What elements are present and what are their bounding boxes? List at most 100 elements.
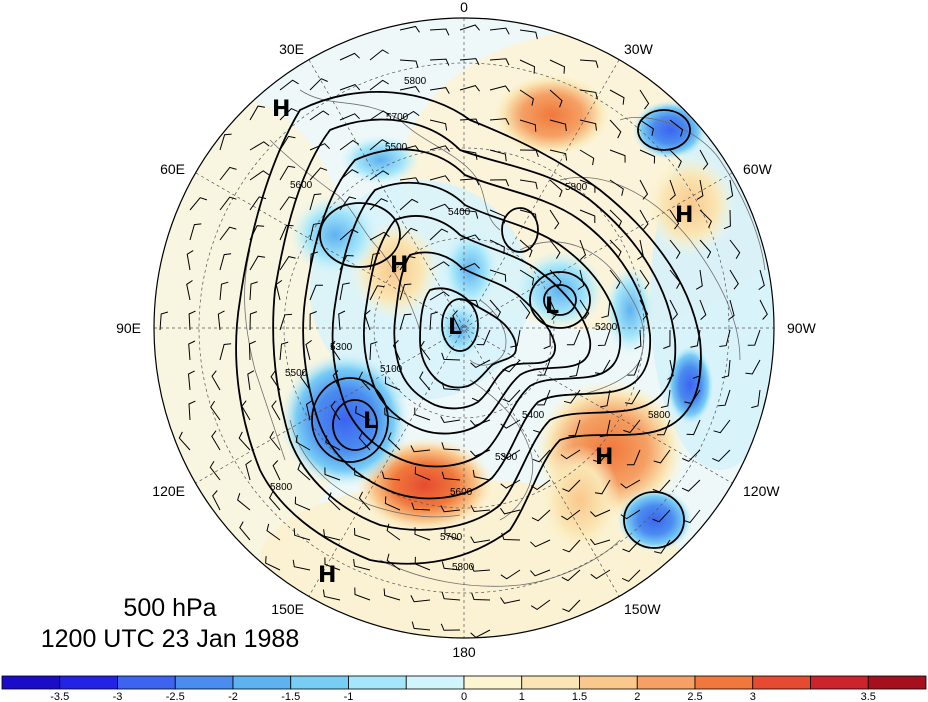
wind-barb xyxy=(178,431,191,451)
wind-barb xyxy=(530,569,551,577)
wind-barb xyxy=(369,198,388,211)
colorbar-box xyxy=(463,675,523,690)
wind-barb xyxy=(309,110,330,121)
wind-barb xyxy=(590,569,611,580)
wind-barb xyxy=(279,341,289,361)
wind-barb xyxy=(624,389,641,405)
wind-barb xyxy=(429,228,449,241)
wind-barb xyxy=(489,85,511,92)
wind-barb xyxy=(279,108,298,121)
wind-barb xyxy=(272,460,281,481)
contour-label-5800-d: 5800 xyxy=(270,482,293,493)
colorbar-box xyxy=(636,675,696,690)
wind-barb xyxy=(549,149,568,161)
wind-barb xyxy=(330,400,341,421)
wind-barb xyxy=(609,269,621,289)
lon-label-60w: 60W xyxy=(743,161,773,177)
wind-barb xyxy=(212,490,221,511)
wind-barb xyxy=(623,419,641,434)
contour-label-5600: 5600 xyxy=(290,180,313,191)
wind-barb xyxy=(238,431,251,451)
wind-barb xyxy=(249,311,258,331)
contour-5600 xyxy=(302,148,652,500)
wind-barb xyxy=(211,370,221,391)
wind-barb xyxy=(279,79,299,91)
title-level: 500 hPa xyxy=(123,594,217,622)
wind-barb xyxy=(696,179,704,200)
wind-barb xyxy=(249,196,267,211)
wind-barb xyxy=(219,226,237,241)
wind-barb xyxy=(211,430,221,451)
wind-barb xyxy=(669,179,676,201)
high-marker-150e: H xyxy=(318,563,336,588)
wind-barb xyxy=(489,149,507,162)
wind-barb xyxy=(294,496,311,511)
colorbar-box xyxy=(579,675,638,690)
wind-barb xyxy=(188,340,196,361)
pressure-centers: H H H H H L L L xyxy=(272,97,693,588)
wind-barb xyxy=(355,405,371,421)
wind-barb xyxy=(669,299,679,320)
wind-barb xyxy=(562,479,581,492)
colorbar-box xyxy=(405,675,465,690)
wind-barb xyxy=(324,467,341,481)
wind-barb xyxy=(354,587,371,601)
wind-barb xyxy=(609,89,625,105)
wind-barb xyxy=(399,283,412,301)
wind-barb xyxy=(699,239,712,259)
contour-low-105e-inner xyxy=(332,399,378,451)
wind-barb xyxy=(561,509,581,521)
colorbar-box xyxy=(867,675,927,690)
colorbar-tick-label: -2.5 xyxy=(166,691,185,702)
colorbar-box xyxy=(1,675,61,690)
wind-barb xyxy=(323,529,341,541)
wind-barb xyxy=(249,170,270,181)
wind-barb xyxy=(489,27,510,35)
wind-barb xyxy=(279,135,296,151)
wind-barb xyxy=(369,139,389,151)
wind-barb xyxy=(300,370,311,391)
colorbar-tick-label: 1.5 xyxy=(572,691,587,702)
wind-barb xyxy=(459,262,480,271)
wind-barb xyxy=(309,167,328,181)
wind-barb xyxy=(639,209,649,230)
wind-barb xyxy=(305,400,313,421)
contour-5200 xyxy=(419,287,518,389)
wind-barb xyxy=(729,269,739,290)
wind-barb xyxy=(209,461,221,481)
wind-barb xyxy=(219,133,232,151)
contour-pole xyxy=(441,298,479,352)
wind-barb xyxy=(663,329,671,349)
wind-barb xyxy=(441,591,461,601)
wind-barb xyxy=(532,449,551,463)
wind-barb xyxy=(622,539,641,553)
wind-barb xyxy=(441,352,461,361)
wind-barb xyxy=(530,539,551,548)
contour-label-5600-b: 5600 xyxy=(450,487,473,498)
colorbar-tick-label: -3 xyxy=(113,691,123,702)
colorbar-box xyxy=(117,675,176,690)
wind-barb xyxy=(414,466,431,481)
wind-barb xyxy=(569,359,581,378)
wind-barb xyxy=(410,595,431,603)
wind-barb xyxy=(500,449,521,460)
wind-barb xyxy=(519,29,538,40)
wind-barb xyxy=(562,539,581,553)
anomaly-shading xyxy=(154,18,774,638)
wind-barb xyxy=(502,389,521,403)
wind-barb xyxy=(279,224,294,241)
colorbar-box xyxy=(348,675,407,690)
wind-barb xyxy=(441,442,461,451)
colorbar-tick-label: -2 xyxy=(228,691,238,702)
contour-high-30w xyxy=(637,109,691,151)
wind-barb xyxy=(441,561,461,571)
wind-barb xyxy=(579,119,597,131)
wind-barb xyxy=(549,209,560,230)
wind-barb xyxy=(470,536,491,544)
wind-barb xyxy=(369,49,389,61)
wind-barb xyxy=(597,329,611,346)
wind-barb xyxy=(669,119,684,137)
contour-5700 xyxy=(272,118,677,531)
wind-barb xyxy=(429,175,450,182)
wind-barb xyxy=(386,553,401,571)
